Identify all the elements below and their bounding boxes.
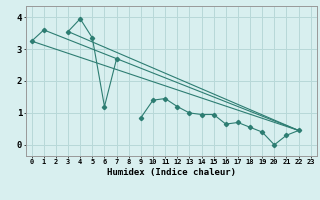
X-axis label: Humidex (Indice chaleur): Humidex (Indice chaleur) xyxy=(107,168,236,177)
